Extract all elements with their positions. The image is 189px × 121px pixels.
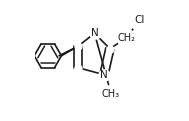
- Text: N: N: [100, 70, 108, 80]
- Text: CH₂: CH₂: [117, 33, 136, 43]
- Text: CH₃: CH₃: [102, 89, 120, 99]
- Text: Cl: Cl: [134, 15, 145, 25]
- Text: N: N: [91, 28, 98, 38]
